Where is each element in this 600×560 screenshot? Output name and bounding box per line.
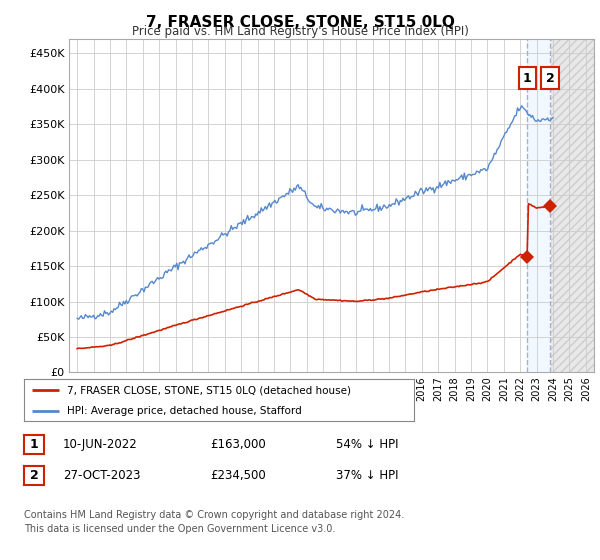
Text: £163,000: £163,000 — [210, 438, 266, 451]
Bar — [551, 39, 594, 372]
Text: 2: 2 — [29, 469, 38, 482]
Text: 37% ↓ HPI: 37% ↓ HPI — [336, 469, 398, 482]
Text: Contains HM Land Registry data © Crown copyright and database right 2024.
This d: Contains HM Land Registry data © Crown c… — [24, 510, 404, 534]
Text: 1: 1 — [523, 72, 532, 85]
Text: 7, FRASER CLOSE, STONE, ST15 0LQ: 7, FRASER CLOSE, STONE, ST15 0LQ — [146, 15, 454, 30]
Text: £234,500: £234,500 — [210, 469, 266, 482]
Bar — [527, 39, 550, 372]
Text: 1: 1 — [29, 438, 38, 451]
Text: 7, FRASER CLOSE, STONE, ST15 0LQ (detached house): 7, FRASER CLOSE, STONE, ST15 0LQ (detach… — [67, 385, 351, 395]
Text: 27-OCT-2023: 27-OCT-2023 — [63, 469, 140, 482]
Text: 2: 2 — [545, 72, 554, 85]
Text: Price paid vs. HM Land Registry's House Price Index (HPI): Price paid vs. HM Land Registry's House … — [131, 25, 469, 38]
Text: HPI: Average price, detached house, Stafford: HPI: Average price, detached house, Staf… — [67, 407, 302, 417]
Text: 54% ↓ HPI: 54% ↓ HPI — [336, 438, 398, 451]
Text: 10-JUN-2022: 10-JUN-2022 — [63, 438, 138, 451]
